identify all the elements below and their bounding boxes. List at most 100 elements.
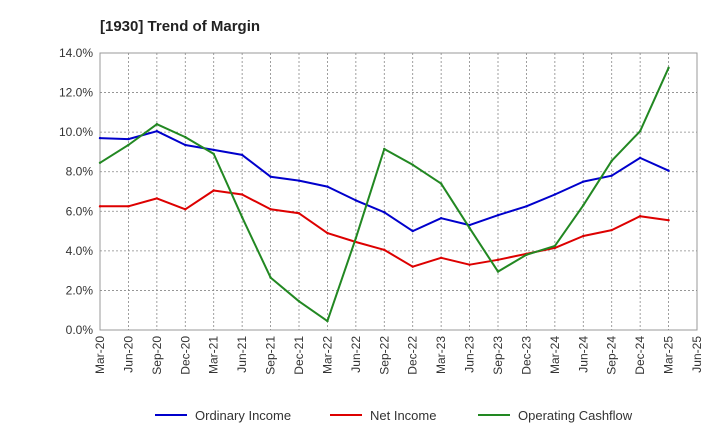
x-tick-label: Mar-23 xyxy=(434,336,448,374)
data-point xyxy=(269,208,272,211)
data-point xyxy=(184,208,187,211)
x-tick-label: Sep-23 xyxy=(491,336,505,375)
x-tick-label: Dec-22 xyxy=(406,336,420,375)
x-tick-label: Sep-20 xyxy=(150,336,164,375)
data-point xyxy=(127,137,130,141)
data-point xyxy=(525,253,528,257)
y-tick-label: 0.0% xyxy=(66,323,94,337)
x-tick-label: Jun-22 xyxy=(349,336,363,373)
data-point xyxy=(240,153,244,157)
chart-title: [1930] Trend of Margin xyxy=(100,18,260,35)
grid-lines xyxy=(100,53,697,330)
data-point xyxy=(354,236,358,240)
y-tick-label: 12.0% xyxy=(59,86,93,100)
x-tick-label: Dec-21 xyxy=(292,336,306,375)
x-tick-label: Sep-24 xyxy=(605,336,619,375)
data-point xyxy=(667,169,670,172)
data-point xyxy=(127,143,130,147)
series-lines xyxy=(98,66,670,323)
x-tick-label: Jun-25 xyxy=(690,336,704,373)
y-tick-label: 8.0% xyxy=(66,165,94,179)
x-tick-label: Jun-24 xyxy=(576,336,590,373)
data-point xyxy=(439,182,443,185)
data-point xyxy=(582,204,585,207)
data-point xyxy=(468,226,471,230)
data-point xyxy=(638,156,642,160)
x-tick-label: Mar-20 xyxy=(93,336,107,374)
data-point xyxy=(269,175,272,178)
data-point xyxy=(383,211,386,214)
data-point xyxy=(269,276,272,279)
data-point xyxy=(582,180,585,183)
data-point xyxy=(212,148,215,152)
legend-label: Ordinary Income xyxy=(195,408,291,423)
y-tick-label: 10.0% xyxy=(59,125,93,139)
y-tick-label: 2.0% xyxy=(66,283,94,297)
x-tick-label: Mar-22 xyxy=(320,336,334,374)
data-point xyxy=(98,161,102,165)
data-point xyxy=(638,215,642,218)
data-point xyxy=(240,216,244,219)
plot-area xyxy=(99,52,698,331)
data-point xyxy=(297,212,301,215)
data-point xyxy=(240,193,244,196)
data-point xyxy=(98,205,102,208)
data-point xyxy=(383,147,386,151)
x-tick-label: Mar-21 xyxy=(207,336,221,374)
data-point xyxy=(155,129,159,133)
data-point xyxy=(439,217,443,220)
data-point xyxy=(326,185,329,188)
data-point xyxy=(212,189,215,192)
data-point xyxy=(496,258,500,261)
data-point xyxy=(553,246,557,250)
legend-label: Net Income xyxy=(370,408,436,423)
y-tick-label: 14.0% xyxy=(59,46,93,60)
y-tick-label: 6.0% xyxy=(66,204,94,218)
data-point xyxy=(212,152,215,156)
data-point xyxy=(411,265,414,268)
data-point xyxy=(184,135,187,139)
x-tick-label: Jun-21 xyxy=(235,336,249,373)
x-tick-label: Sep-22 xyxy=(377,336,391,375)
data-point xyxy=(525,205,528,208)
x-tick-label: Jun-20 xyxy=(121,336,135,373)
data-point xyxy=(553,244,557,248)
data-point xyxy=(383,248,386,252)
data-point xyxy=(98,136,102,140)
data-point xyxy=(155,197,159,200)
data-point xyxy=(496,214,500,217)
x-tick-label: Jun-23 xyxy=(463,336,477,373)
y-tick-label: 4.0% xyxy=(66,244,94,258)
data-point xyxy=(610,228,613,232)
data-point xyxy=(411,163,414,166)
x-tick-label: Dec-20 xyxy=(178,336,192,375)
legend-label: Operating Cashflow xyxy=(518,408,633,423)
data-point xyxy=(155,123,159,126)
data-point xyxy=(667,66,670,70)
data-point xyxy=(439,256,443,259)
x-tick-label: Sep-21 xyxy=(264,336,278,375)
data-point xyxy=(127,205,130,208)
x-tick-label: Dec-23 xyxy=(519,336,533,375)
data-point xyxy=(468,263,471,266)
data-point xyxy=(297,300,301,303)
x-tick-label: Mar-24 xyxy=(548,336,562,374)
data-point xyxy=(184,143,187,147)
x-tick-label: Mar-25 xyxy=(662,336,676,374)
data-point xyxy=(326,319,329,323)
x-tick-label: Dec-24 xyxy=(633,336,647,375)
data-point xyxy=(667,218,670,222)
data-point xyxy=(496,270,500,273)
y-axis: 0.0% 2.0% 4.0% 6.0% 8.0% 10.0% 12.0% 14.0% xyxy=(59,46,93,337)
data-point xyxy=(610,174,613,177)
data-point xyxy=(582,234,585,238)
data-point xyxy=(297,179,301,182)
legend: Ordinary Income Net Income Operating Cashf… xyxy=(155,408,633,423)
x-axis: Mar-20 Jun-20 Sep-20 Dec-20 Mar-21 Jun-21 Sep-… xyxy=(93,336,704,375)
data-point xyxy=(553,193,557,196)
data-point xyxy=(326,231,329,235)
data-point xyxy=(610,159,613,163)
data-point xyxy=(354,199,358,202)
data-point xyxy=(638,129,642,133)
